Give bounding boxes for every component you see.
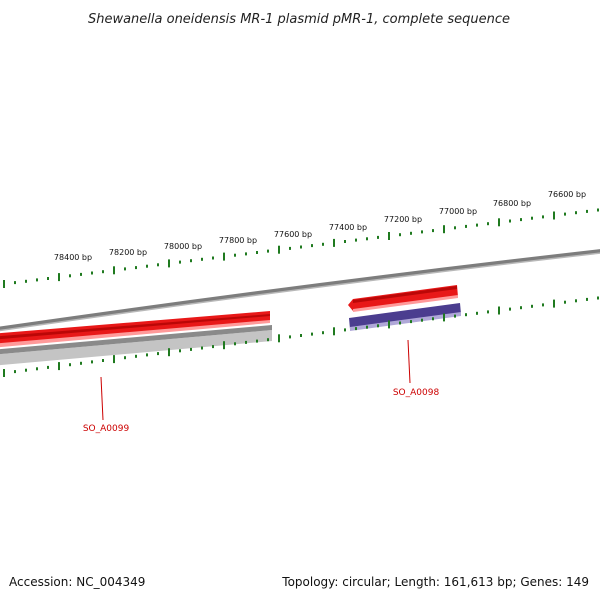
scale-label: 78400 bp: [54, 253, 92, 262]
scale-labels: 78400 bp 78200 bp 78000 bp 77800 bp 77600 bp…: [54, 190, 586, 262]
scale-label: 77600 bp: [274, 230, 312, 239]
gene-label-leader-so-a0098: [407, 339, 411, 384]
scale-label: 77800 bp: [219, 236, 257, 245]
gene-label-so-a0099[interactable]: SO_A0099: [83, 424, 130, 434]
gene-so-a0099[interactable]: [0, 311, 272, 366]
scale-label: 78000 bp: [164, 242, 202, 251]
gene-so-a0098-reverse: [349, 303, 461, 329]
gene-so-a0099-backbone: [0, 325, 272, 355]
scale-label: 77400 bp: [329, 223, 367, 232]
gene-label-leader-so-a0099: [100, 376, 104, 421]
gene-so-a0098[interactable]: [348, 285, 461, 331]
accession-text: Accession: NC_004349: [9, 575, 145, 589]
map-title: Shewanella oneidensis MR-1 plasmid pMR-1…: [88, 12, 510, 27]
scale-label: 76600 bp: [548, 190, 586, 199]
gene-label-so-a0098[interactable]: SO_A0098: [393, 388, 440, 398]
outer-tick-ruler: [3, 208, 599, 288]
scale-label: 77000 bp: [439, 207, 477, 216]
scale-label: 77200 bp: [384, 215, 422, 224]
inner-tick-ruler: [3, 296, 599, 377]
gene-so-a0099-body: [0, 311, 270, 346]
scale-label: 78200 bp: [109, 248, 147, 257]
backbone-upper: [0, 249, 600, 331]
genome-summary-text: Topology: circular; Length: 161,613 bp; …: [281, 575, 589, 589]
scale-label: 76800 bp: [493, 199, 531, 208]
gene-so-a0099-shadow: [0, 330, 272, 366]
